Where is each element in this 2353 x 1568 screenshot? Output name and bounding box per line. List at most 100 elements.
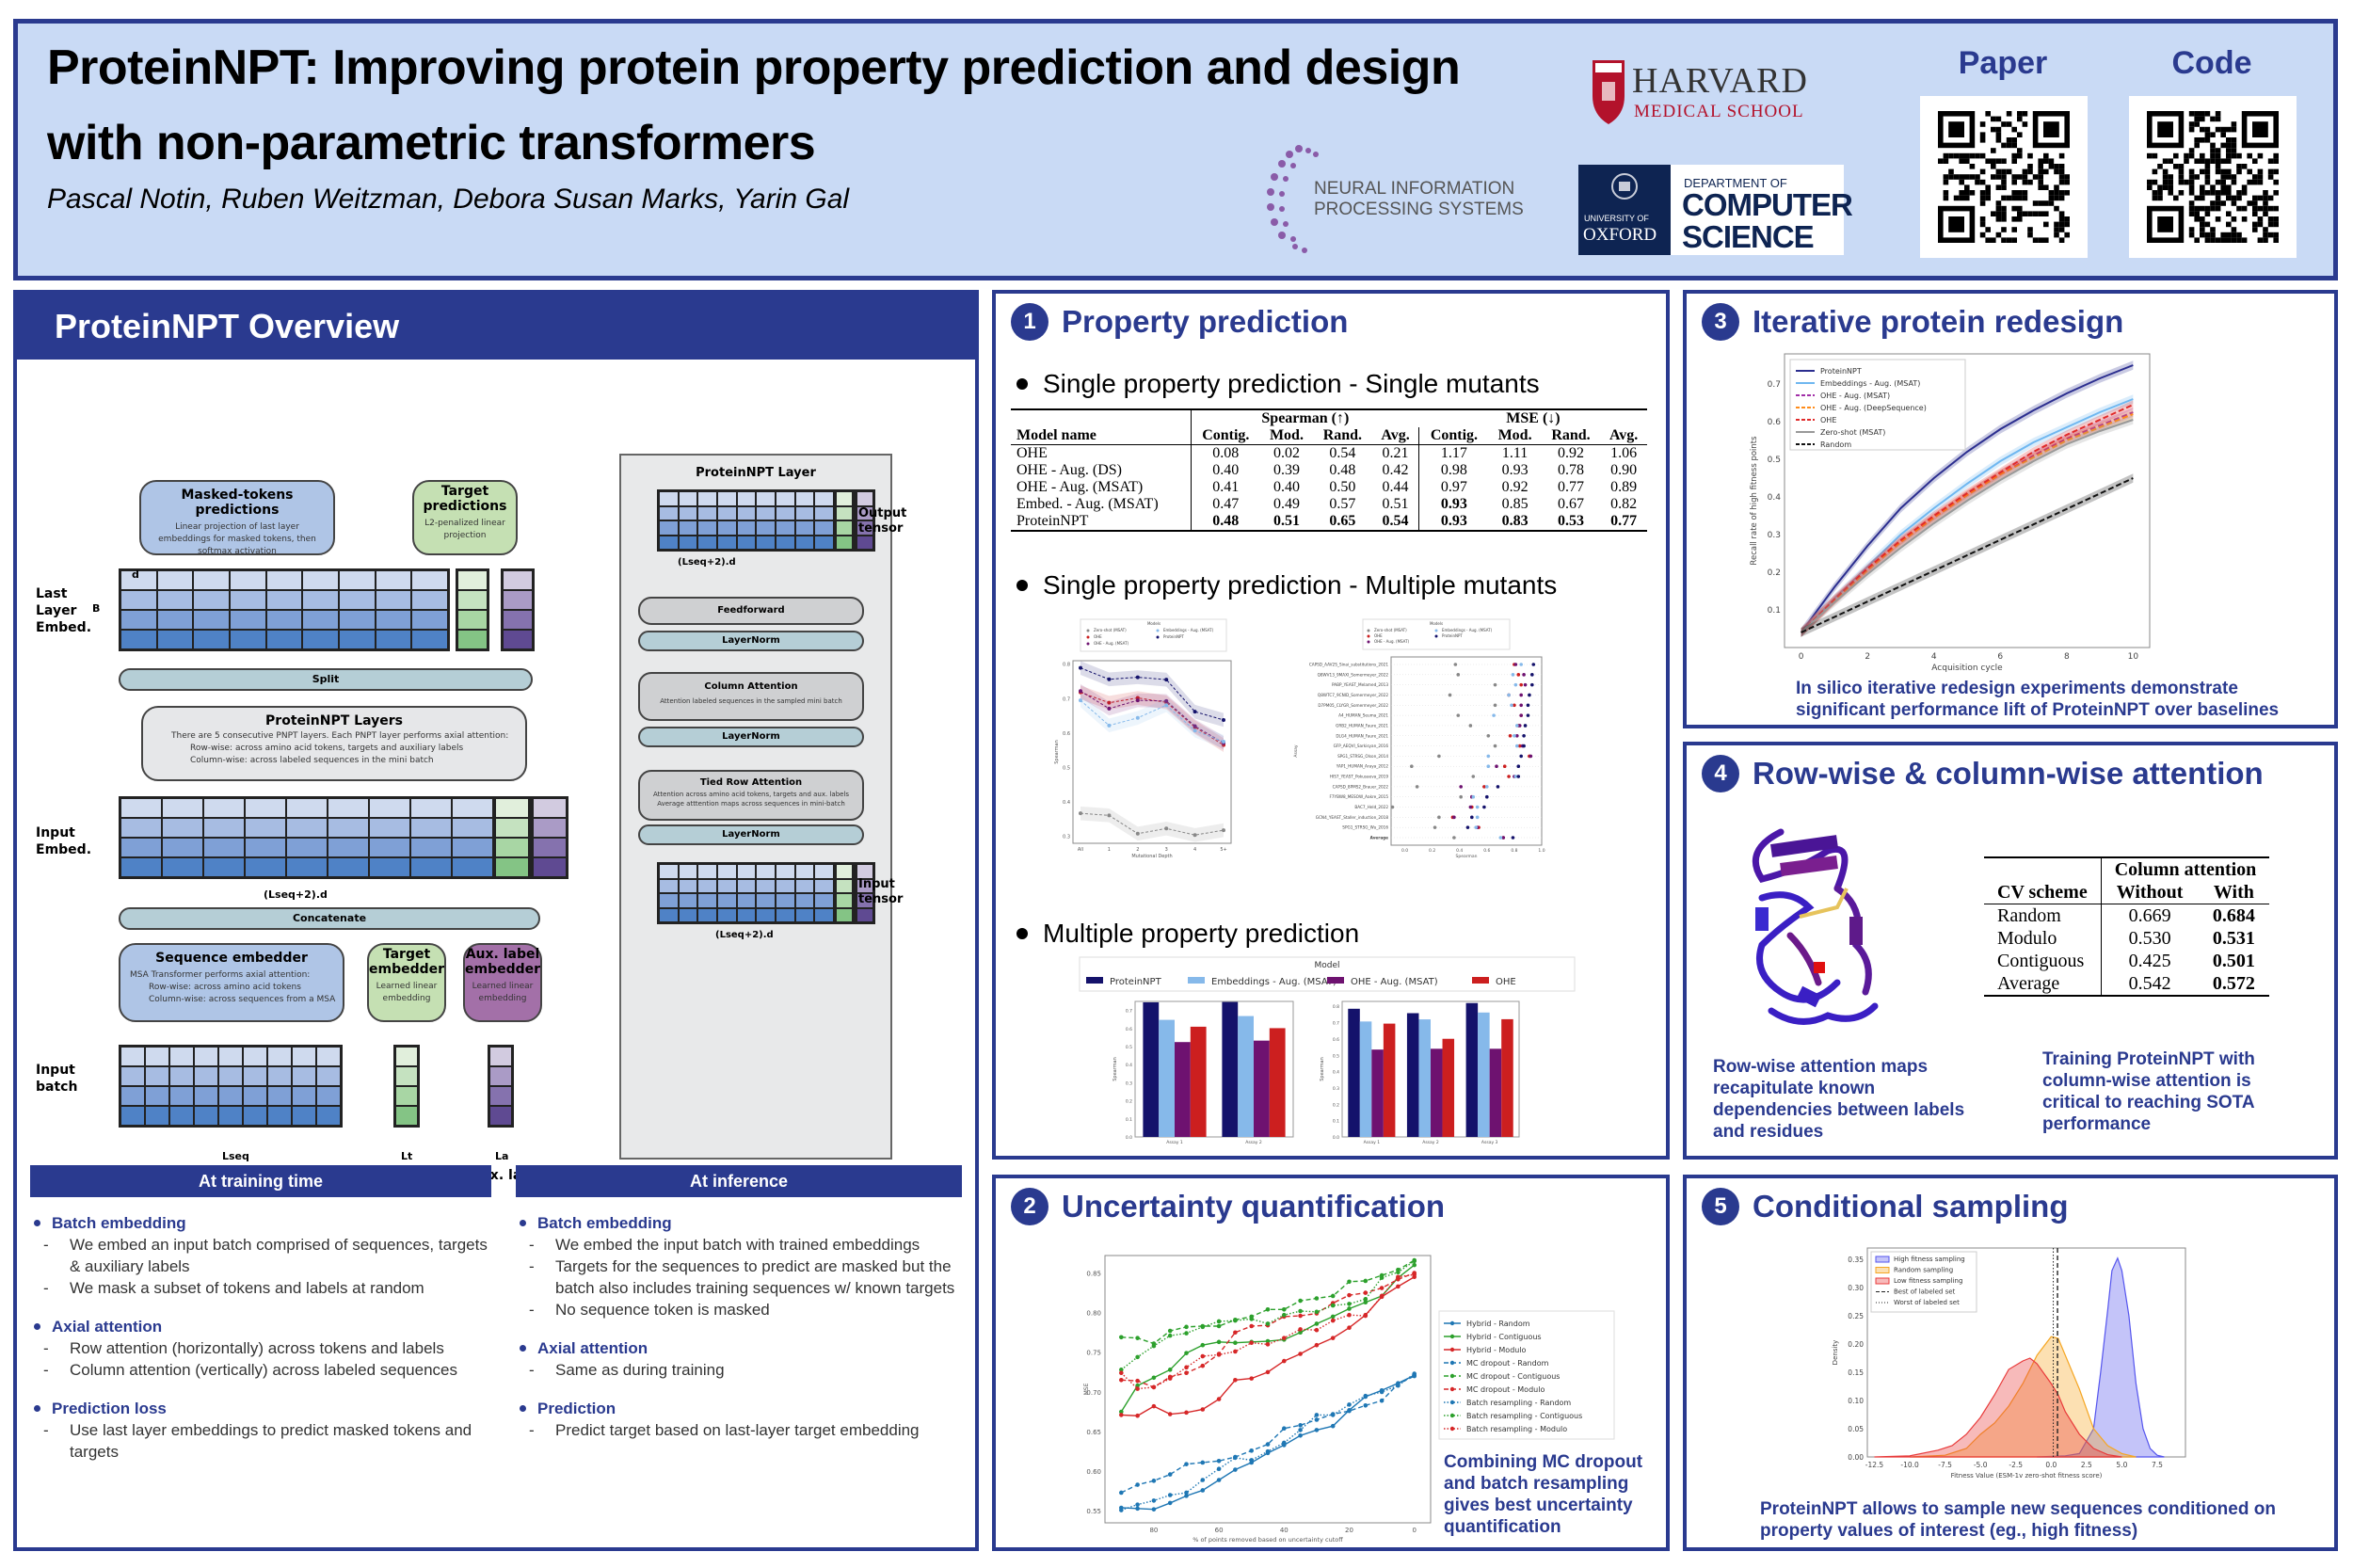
bullet-icon	[34, 1405, 40, 1412]
bar	[1501, 1018, 1513, 1137]
data-point	[1363, 1313, 1369, 1319]
y-tick-label: F7YBW8_MESOW_Aakre_2015	[1329, 794, 1388, 799]
y-tick-label: CAPSD_AAV2S_Sinai_substitutions_2021	[1309, 663, 1389, 667]
column-attention-block: Column Attention Attention labeled seque…	[638, 672, 864, 721]
grid-cell	[286, 857, 328, 877]
table-cell: Embed. - Aug. (MSAT)	[1016, 496, 1159, 512]
list-heading-text: Prediction loss	[52, 1400, 167, 1417]
series-line	[1080, 699, 1225, 743]
grid-cell	[856, 893, 873, 908]
grid-cell	[489, 1047, 512, 1066]
table-row: Random 0.669 0.684	[1984, 904, 2269, 927]
grid-cell	[697, 864, 717, 879]
table-cell: 0.501	[2212, 951, 2255, 971]
y-tick-label: 0.5	[1768, 456, 1781, 465]
data-point	[1471, 794, 1476, 799]
data-point	[1515, 744, 1519, 748]
table-cell: 0.83	[1501, 513, 1529, 529]
legend-label: Batch resampling - Random	[1466, 1399, 1571, 1407]
list-heading-text: Axial attention	[52, 1318, 163, 1336]
data-point	[1216, 1397, 1222, 1401]
y-tick-label: SPG1_STRSG_Olson_2014	[1337, 754, 1388, 759]
data-point	[1167, 1328, 1173, 1334]
x-axis-label: Spearman	[1455, 854, 1477, 858]
data-point	[1516, 775, 1521, 778]
data-point	[1107, 677, 1112, 681]
data-point	[1314, 1417, 1320, 1422]
data-point	[1265, 1321, 1271, 1326]
legend-label: OHE	[1374, 633, 1383, 638]
bar	[1143, 1001, 1160, 1137]
redesign-chart: 0.1 0.2 0.3 0.4 0.5 0.6 0.7 0 2 4 6 8 10 Acquisition …	[1750, 353, 2151, 673]
data-point	[1437, 815, 1441, 820]
last-layer-aux-grid	[501, 568, 535, 651]
table-cell: 0.82	[1610, 496, 1638, 512]
data-point	[1495, 764, 1498, 769]
grid-cell	[697, 505, 717, 520]
table-cell: 0.50	[1329, 479, 1356, 495]
grid-cell	[794, 893, 815, 908]
legend-marker	[1434, 634, 1438, 638]
legend-marker	[1449, 1386, 1455, 1392]
attention-heading: 4 Row-wise & column-wise attention	[1702, 755, 2264, 792]
grid-cell	[145, 1066, 169, 1086]
oxford-cs-line1: COMPUTER	[1682, 187, 1853, 222]
input-tensor-label: Input tensor	[858, 877, 904, 906]
table-cell: 0.425	[2100, 950, 2199, 972]
paper-qr-code[interactable]	[1920, 96, 2088, 258]
uncertainty-chart: 0.55 0.60 0.65 0.70 0.75 0.80 0.85 80 60 40 20 0 % o…	[1083, 1255, 1432, 1544]
code-qr-code[interactable]	[2129, 96, 2297, 258]
y-tick-label: 0.8	[1333, 1004, 1339, 1010]
poster-authors: Pascal Notin, Ruben Weitzman, Debora Sus…	[47, 184, 850, 215]
grid-cell	[145, 1086, 169, 1106]
neurips-logo: NEURAL INFORMATION PROCESSING SYSTEMS	[1261, 141, 1544, 254]
y-tick-label: 0.4	[1333, 1070, 1339, 1076]
data-point	[1298, 1330, 1303, 1336]
data-point	[1135, 1383, 1140, 1388]
data-point	[1507, 775, 1511, 778]
layernorm-1: LayerNorm	[638, 631, 864, 651]
grid-cell	[814, 535, 834, 550]
data-point	[1184, 1324, 1189, 1330]
data-point	[1379, 1286, 1385, 1290]
table-cell: 1.06	[1610, 445, 1638, 461]
data-point	[1513, 733, 1516, 738]
grid-cell	[230, 570, 266, 590]
grid-cell	[856, 491, 873, 506]
grid-cell	[794, 535, 815, 550]
data-point	[1151, 1343, 1157, 1349]
data-point	[1216, 1458, 1222, 1464]
data-point	[1216, 1478, 1222, 1482]
y-tick-label: 0.65	[1086, 1429, 1101, 1436]
grid-cell	[265, 570, 303, 590]
data-point	[1298, 1428, 1303, 1432]
data-point	[1523, 724, 1528, 728]
legend-label: Hybrid - Random	[1466, 1320, 1530, 1328]
data-point	[1265, 1448, 1271, 1454]
data-point	[1412, 1371, 1417, 1376]
input-tensor-aux-grid	[855, 862, 875, 924]
grid-cell	[302, 630, 339, 649]
data-point	[1200, 1363, 1206, 1368]
input-batch-aux-grid	[488, 1045, 514, 1128]
x-tick-label: Assay 3	[1481, 1140, 1498, 1145]
feedforward-label: Feedforward	[717, 605, 785, 616]
data-point	[1167, 1376, 1173, 1381]
data-point	[1433, 825, 1437, 829]
list-heading: Axial attention	[520, 1337, 966, 1359]
grid-cell	[328, 838, 369, 857]
grid-cell	[495, 818, 529, 838]
grid-cell	[120, 798, 162, 818]
data-point	[1522, 733, 1526, 738]
table-cell: 0.54	[1329, 445, 1356, 461]
legend-label: Hybrid - Contiguous	[1466, 1333, 1542, 1341]
grid-cell	[659, 907, 679, 922]
legend-label: MC dropout - Modulo	[1466, 1385, 1545, 1394]
legend-marker	[1367, 629, 1370, 632]
section-number-badge: 3	[1702, 303, 1739, 341]
grid-cell	[120, 818, 162, 838]
legend-title: Models	[1147, 621, 1160, 626]
data-point	[1493, 744, 1497, 748]
batch-dim-label: B	[92, 602, 101, 615]
data-point	[1282, 1307, 1287, 1312]
